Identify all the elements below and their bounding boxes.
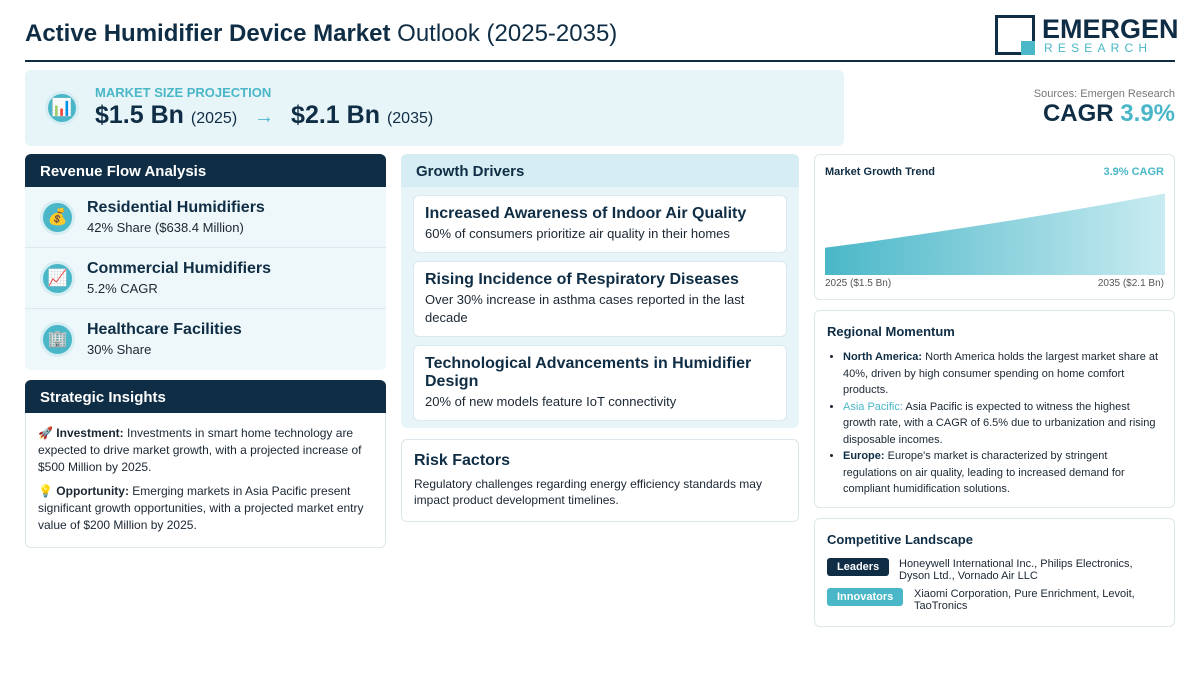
risk-factors-card: Risk Factors Regulatory challenges regar… <box>401 439 799 522</box>
strategic-insights-card: Strategic Insights 🚀 Investment: Investm… <box>25 380 386 548</box>
start-value: $1.5 Bn <box>95 101 184 129</box>
region-item: Europe: Europe's market is characterized… <box>843 448 1162 498</box>
lightbulb-icon: 💡 <box>38 484 53 498</box>
market-size-projection: 📊 MARKET SIZE PROJECTION $1.5 Bn (2025) … <box>25 70 844 146</box>
trend-cagr: 3.9% CAGR <box>1103 166 1164 178</box>
strategic-insights-title: Strategic Insights <box>25 380 386 413</box>
projection-values: $1.5 Bn (2025) → $2.1 Bn (2035) <box>95 101 433 130</box>
leaders-badge: Leaders <box>827 558 890 576</box>
arrow-right-icon: → <box>254 106 275 128</box>
risk-factors-text: Regulatory challenges regarding energy e… <box>414 477 762 507</box>
report-header: Active Humidifier Device Market Outlook … <box>25 12 1179 62</box>
driver-item: Increased Awareness of Indoor Air Qualit… <box>413 195 787 253</box>
innovators-text: Xiaomi Corporation, Pure Enrichment, Lev… <box>914 588 1135 612</box>
innovators-badge: Innovators <box>827 588 904 606</box>
driver-item: Rising Incidence of Respiratory Diseases… <box>413 261 787 337</box>
revenue-item: 💰 Residential Humidifiers 42% Share ($63… <box>25 187 386 248</box>
region-item: North America: North America holds the l… <box>843 349 1162 399</box>
revenue-item-detail: 30% Share <box>87 342 152 357</box>
building-icon: 🏢 <box>40 322 75 357</box>
logo-subtitle: RESEARCH <box>1044 41 1153 55</box>
trend-chart-icon: 📈 <box>40 261 75 296</box>
revenue-item-name: Healthcare Facilities <box>87 321 242 338</box>
sources-note: Sources: Emergen Research <box>1033 88 1175 100</box>
revenue-flow-title: Revenue Flow Analysis <box>25 154 386 187</box>
trend-title: Market Growth Trend <box>825 166 936 178</box>
market-growth-trend-card: Market Growth Trend 3.9% CAGR 2025 ($1.5… <box>814 154 1175 300</box>
growth-drivers-card: Growth Drivers Increased Awareness of In… <box>401 154 799 428</box>
end-year: (2035) <box>386 110 434 127</box>
projection-label: MARKET SIZE PROJECTION <box>95 85 272 100</box>
innovators-row: Innovators Xiaomi Corporation, Pure Enri… <box>827 588 1164 612</box>
driver-text: Over 30% increase in asthma cases report… <box>425 292 745 325</box>
cagr-value: CAGR 3.9% <box>1042 100 1175 127</box>
page-title: Active Humidifier Device Market Outlook … <box>25 20 618 47</box>
leaders-text: Honeywell International Inc., Philips El… <box>899 558 1133 582</box>
revenue-item: 🏢 Healthcare Facilities 30% Share <box>25 309 386 370</box>
cagr-summary: Sources: Emergen Research CAGR 3.9% <box>1034 88 1175 128</box>
driver-title: Increased Awareness of Indoor Air Qualit… <box>425 205 747 222</box>
revenue-item-detail: 42% Share ($638.4 Million) <box>87 220 244 235</box>
driver-item: Technological Advancements in Humidifier… <box>413 345 787 421</box>
trend-x-end: 2035 ($2.1 Bn) <box>1097 278 1164 289</box>
leaders-row: Leaders Honeywell International Inc., Ph… <box>827 558 1164 582</box>
emergen-logo: EMERGEN RESEARCH <box>995 15 1179 57</box>
logo-mark-icon <box>995 15 1035 55</box>
rocket-icon: 🚀 <box>38 426 53 440</box>
opportunity-insight: 💡 Opportunity: Emerging markets in Asia … <box>38 484 364 532</box>
start-year: (2025) <box>190 110 238 127</box>
revenue-item: 📈 Commercial Humidifiers 5.2% CAGR <box>25 248 386 309</box>
revenue-item-detail: 5.2% CAGR <box>87 281 158 296</box>
regional-momentum-card: Regional Momentum North America: North A… <box>814 310 1175 508</box>
regional-momentum-title: Regional Momentum <box>827 324 955 339</box>
money-bag-icon: 💰 <box>40 200 75 235</box>
trend-x-start: 2025 ($1.5 Bn) <box>825 278 892 289</box>
driver-title: Rising Incidence of Respiratory Diseases <box>425 271 739 288</box>
trend-area <box>825 193 1165 275</box>
driver-text: 20% of new models feature IoT connectivi… <box>425 394 677 409</box>
driver-text: 60% of consumers prioritize air quality … <box>425 226 730 241</box>
driver-title: Technological Advancements in Humidifier… <box>425 355 752 390</box>
bar-chart-icon: 📊 <box>45 91 79 125</box>
end-value: $2.1 Bn <box>291 101 380 129</box>
competitive-landscape-title: Competitive Landscape <box>827 532 973 547</box>
revenue-item-name: Residential Humidifiers <box>87 199 265 216</box>
growth-area-chart <box>825 193 1165 275</box>
competitive-landscape-card: Competitive Landscape Leaders Honeywell … <box>814 518 1175 627</box>
risk-factors-title: Risk Factors <box>414 452 511 469</box>
investment-insight: 🚀 Investment: Investments in smart home … <box>38 426 362 474</box>
logo-name: EMERGEN <box>1042 14 1179 44</box>
growth-drivers-title: Growth Drivers <box>401 154 799 187</box>
revenue-item-name: Commercial Humidifiers <box>87 260 272 277</box>
revenue-flow-card: Revenue Flow Analysis 💰 Residential Humi… <box>25 154 386 370</box>
region-item: Asia Pacific: Asia Pacific is expected t… <box>843 399 1162 449</box>
